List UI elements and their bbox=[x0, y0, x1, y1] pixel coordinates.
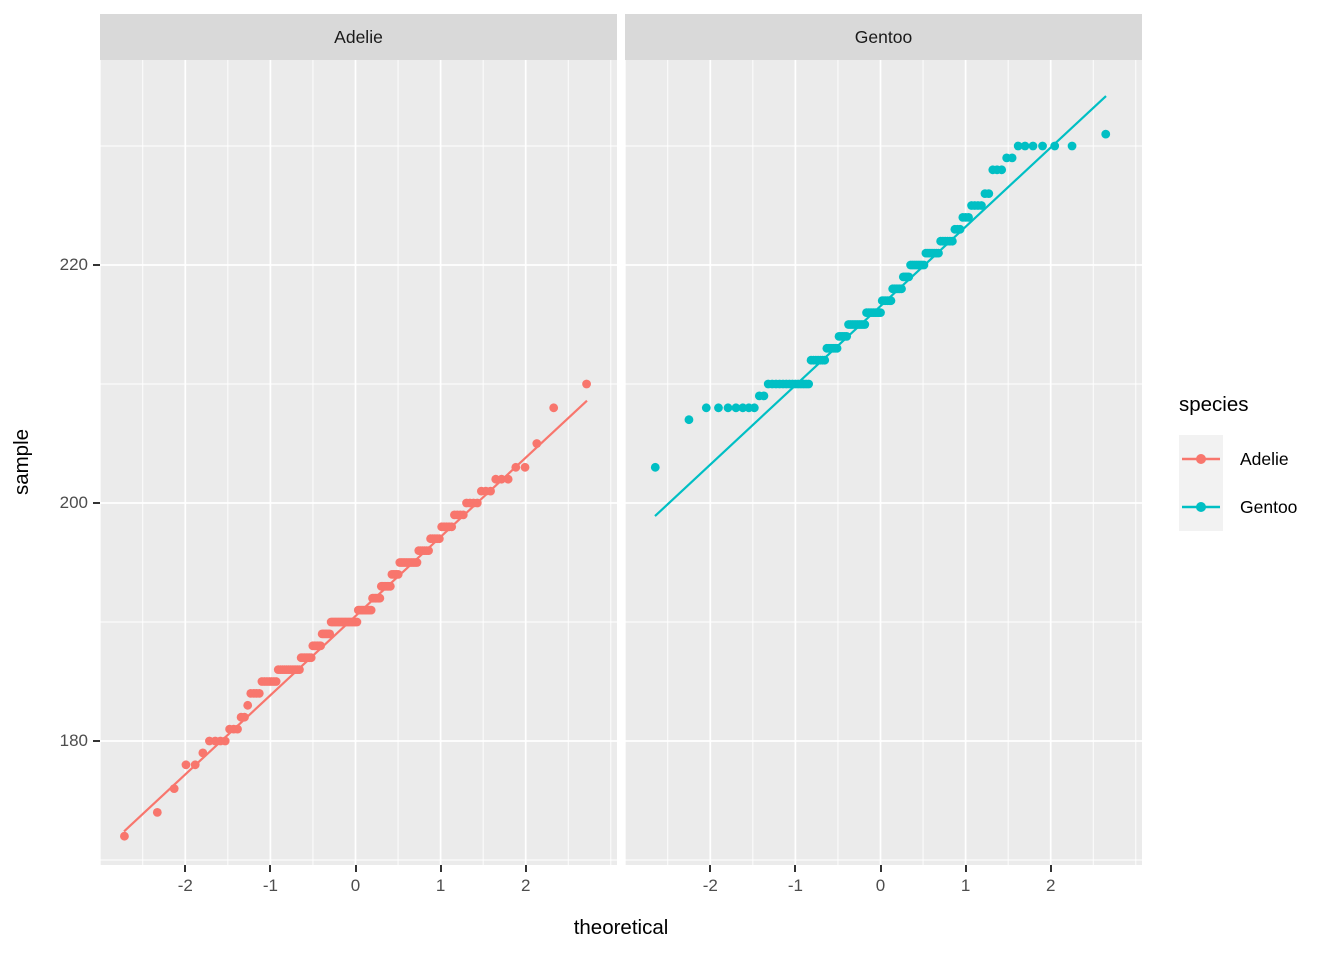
qq-point bbox=[424, 546, 433, 555]
legend: species Adelie Gentoo bbox=[1179, 393, 1339, 531]
legend-key-box bbox=[1179, 435, 1223, 483]
qq-point bbox=[897, 284, 906, 294]
legend-entry-label: Adelie bbox=[1240, 448, 1289, 469]
x-tick-mark bbox=[439, 865, 442, 872]
x-tick-mark bbox=[879, 865, 882, 872]
qq-point bbox=[316, 641, 326, 651]
qq-point bbox=[738, 403, 748, 413]
qq-point bbox=[820, 355, 830, 365]
panel-gentoo bbox=[625, 60, 1142, 865]
x-tick-label: -1 bbox=[787, 876, 803, 895]
legend-entry-adelie: Adelie bbox=[1179, 435, 1339, 483]
qq-point bbox=[684, 415, 694, 425]
qq-point bbox=[832, 343, 842, 353]
y-tick-mark bbox=[93, 502, 100, 504]
qq-point bbox=[366, 605, 376, 615]
y-tick-label: 200 bbox=[59, 493, 88, 512]
x-axis-title: theoretical bbox=[573, 916, 669, 939]
qq-point bbox=[325, 629, 335, 639]
qq-point bbox=[385, 581, 395, 591]
x-tick-label: 0 bbox=[350, 876, 361, 895]
qq-point bbox=[955, 224, 965, 234]
qq-point bbox=[984, 189, 994, 199]
qq-point bbox=[393, 570, 403, 579]
qq-point bbox=[120, 831, 129, 841]
qq-point bbox=[1020, 141, 1030, 151]
qq-point bbox=[759, 391, 769, 401]
x-tick-label: 2 bbox=[520, 876, 531, 895]
qq-line bbox=[654, 95, 1107, 517]
legend-entry-gentoo: Gentoo bbox=[1179, 483, 1339, 531]
qq-point bbox=[1007, 153, 1017, 163]
qq-point bbox=[723, 403, 733, 413]
qq-point bbox=[240, 712, 249, 722]
qq-point bbox=[254, 689, 264, 698]
qq-point bbox=[714, 403, 723, 413]
facet-strip-label: Gentoo bbox=[854, 26, 913, 47]
y-tick-label: 220 bbox=[59, 255, 88, 274]
x-tick-mark bbox=[269, 865, 272, 872]
qq-point bbox=[549, 403, 559, 413]
qq-point bbox=[271, 677, 281, 686]
x-tick-mark bbox=[1049, 865, 1052, 872]
facet-strip-label: Adelie bbox=[334, 26, 383, 47]
x-tick-label: 0 bbox=[875, 876, 886, 895]
qq-point bbox=[947, 236, 957, 246]
y-tick-mark bbox=[93, 740, 100, 742]
qq-point bbox=[977, 201, 986, 210]
qq-line bbox=[123, 399, 588, 833]
y-axis-title: sample bbox=[10, 428, 33, 496]
qq-point bbox=[352, 617, 362, 627]
panel-adelie bbox=[100, 60, 617, 865]
qq-point bbox=[997, 165, 1007, 175]
qq-point bbox=[749, 403, 759, 413]
qq-point bbox=[964, 213, 973, 222]
qq-point bbox=[1101, 129, 1111, 139]
qq-point bbox=[1050, 141, 1060, 151]
facet-strip-adelie: Adelie bbox=[100, 14, 617, 60]
x-tick-mark bbox=[709, 865, 712, 872]
qq-point bbox=[181, 760, 191, 770]
legend-key-box bbox=[1179, 483, 1223, 531]
x-tick-label: -2 bbox=[702, 876, 718, 895]
qq-point bbox=[1067, 141, 1077, 151]
x-tick-label: 2 bbox=[1045, 876, 1056, 895]
x-tick-label: -2 bbox=[177, 876, 193, 895]
x-tick-mark bbox=[794, 865, 797, 872]
qq-point bbox=[1038, 141, 1047, 151]
qq-point bbox=[152, 808, 162, 817]
qq-point bbox=[731, 403, 741, 413]
qq-point bbox=[701, 403, 711, 413]
x-tick-mark bbox=[354, 865, 357, 872]
qq-point bbox=[1013, 141, 1023, 151]
x-tick-label: -1 bbox=[262, 876, 278, 895]
line-point-key-icon bbox=[1182, 502, 1220, 512]
qq-point bbox=[804, 379, 814, 389]
line-point-key-icon bbox=[1182, 454, 1220, 464]
x-tick-mark bbox=[184, 865, 187, 872]
x-tick-mark bbox=[964, 865, 967, 872]
qq-point bbox=[582, 379, 591, 389]
qq-point bbox=[520, 462, 530, 472]
facet-strip-gentoo: Gentoo bbox=[625, 14, 1142, 60]
legend-entry-label: Gentoo bbox=[1240, 496, 1298, 517]
qq-point bbox=[243, 700, 253, 710]
qq-point bbox=[1028, 141, 1038, 151]
x-tick-label: 1 bbox=[435, 876, 446, 895]
x-tick-mark bbox=[524, 865, 527, 872]
y-tick-label: 180 bbox=[59, 731, 88, 750]
legend-title: species bbox=[1179, 393, 1249, 416]
y-tick-mark bbox=[93, 264, 100, 266]
x-tick-label: 1 bbox=[960, 876, 971, 895]
qq-point bbox=[650, 462, 660, 472]
qq-point bbox=[876, 308, 885, 317]
